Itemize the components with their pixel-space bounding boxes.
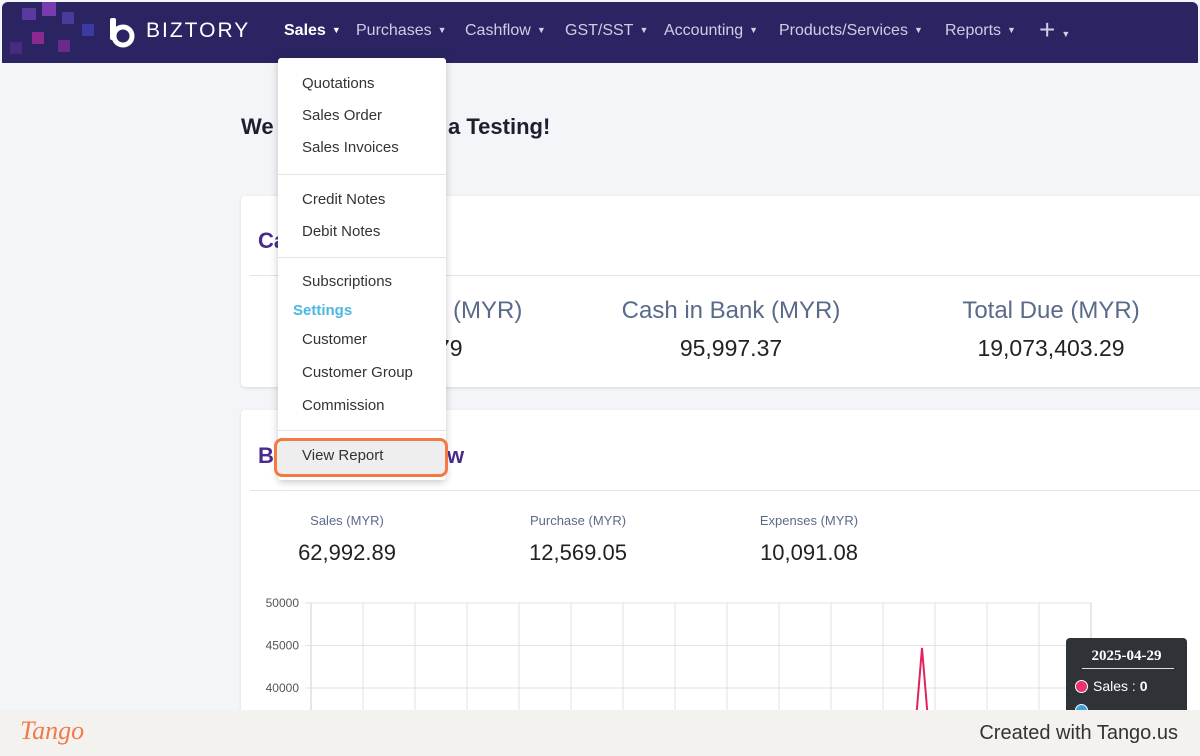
caret: ▼ xyxy=(1007,25,1016,35)
nav-add[interactable]: + ▼ xyxy=(1039,14,1070,46)
menu-item[interactable]: Customer xyxy=(302,331,368,348)
legend-dot xyxy=(1075,680,1088,693)
caret: ▼ xyxy=(749,25,759,35)
separator xyxy=(278,430,446,431)
stat-value: 95,997.37 xyxy=(679,335,783,361)
nav-item[interactable]: Accounting ▼ xyxy=(664,22,758,40)
nav-item[interactable]: GST/SST ▼ xyxy=(565,22,648,40)
welcome-start: We xyxy=(241,114,274,139)
caret: ▼ xyxy=(536,25,546,35)
nav-label: Reports xyxy=(945,22,1002,39)
separator xyxy=(278,257,446,258)
stat-label: Total Due (MYR) xyxy=(962,297,1140,324)
nav-item[interactable]: Cashflow ▼ xyxy=(465,22,546,40)
sales-dropdown: Settings View Report Quotations Sales Ord… xyxy=(274,58,448,480)
footer-logo: Tango xyxy=(20,716,85,745)
y-tick-label: 45000 xyxy=(266,639,300,653)
caret: ▼ xyxy=(639,25,649,35)
menu-item[interactable]: Debit Notes xyxy=(302,223,381,240)
nav-item[interactable]: Reports ▼ xyxy=(945,22,1016,40)
stat-label: Sales (MYR) xyxy=(310,513,384,528)
nav-label: GST/SST xyxy=(565,22,634,39)
menu-item[interactable]: Quotations xyxy=(302,75,375,92)
menu-item[interactable]: Commission xyxy=(302,397,385,414)
menu-item[interactable]: Sales Invoices xyxy=(302,139,399,156)
divider xyxy=(250,490,1200,491)
footer: Tango Created with Tango.us xyxy=(0,710,1200,756)
nav-label: Sales xyxy=(284,22,326,39)
welcome-end: a Testing! xyxy=(448,114,551,139)
stat-label: Expenses (MYR) xyxy=(759,513,859,528)
tooltip-label: Sales : xyxy=(1093,678,1140,694)
menu-item[interactable]: Sales Order xyxy=(302,107,383,124)
nav-pattern xyxy=(10,2,94,54)
caret: ▼ xyxy=(331,25,341,35)
menu-item[interactable]: Customer Group xyxy=(302,364,413,381)
tooltip-value: 0 xyxy=(1139,678,1148,694)
y-tick-label: 50000 xyxy=(266,596,300,610)
nav-label: Cashflow xyxy=(465,22,531,39)
stat-value: 62,992.89 xyxy=(298,540,396,565)
tooltip-divider xyxy=(1082,668,1174,669)
caret: ▼ xyxy=(1061,29,1071,39)
menu-item[interactable]: Subscriptions xyxy=(302,273,393,290)
nav-item[interactable]: Purchases ▼ xyxy=(356,22,447,40)
stat-label: Purchase (MYR) xyxy=(529,513,627,528)
nav-label: Accounting xyxy=(664,22,744,39)
sales-line-spike xyxy=(915,647,929,710)
divider xyxy=(250,275,1200,276)
stat-value: 19,073,403.29 xyxy=(977,335,1125,361)
tooltip-date: 2025-04-29 xyxy=(1091,648,1162,664)
nav-item[interactable]: Sales ▼ xyxy=(284,22,341,40)
nav-add-icon: + xyxy=(1039,14,1056,45)
stat-label: (MYR) xyxy=(453,297,523,324)
nav-item[interactable]: Products/Services ▼ xyxy=(779,22,923,40)
plot-area xyxy=(310,602,1092,710)
brand-name: BIZTORY xyxy=(146,19,251,42)
menu-item[interactable]: Credit Notes xyxy=(302,191,386,208)
card-title: w xyxy=(447,443,465,468)
card-title: B xyxy=(258,443,274,468)
separator xyxy=(278,174,446,175)
chart: 50000 45000 40000 xyxy=(266,596,1092,710)
chart-tooltip: 2025-04-29 Sales : 0 xyxy=(1066,638,1187,718)
caret: ▼ xyxy=(913,25,923,35)
footer-credit: Created with Tango.us xyxy=(979,722,1178,744)
caret: ▼ xyxy=(437,25,447,35)
tooltip-row: Sales : 0 xyxy=(1093,678,1148,694)
y-tick-label: 40000 xyxy=(266,681,300,695)
highlight-box[interactable] xyxy=(274,438,448,477)
menu-item[interactable]: View Report xyxy=(302,447,384,464)
section-heading: Settings xyxy=(293,302,353,319)
stat-value: 10,091.08 xyxy=(760,540,858,565)
stat-label: Cash in Bank (MYR) xyxy=(621,297,841,324)
navbar: BIZTORY Sales ▼ Purchases ▼ Cashflow ▼ GST/SST… xyxy=(2,2,1198,63)
nav-label: Purchases xyxy=(356,22,432,39)
brand-logo xyxy=(110,18,135,48)
stat-value: 12,569.05 xyxy=(529,540,627,565)
nav-label: Products/Services xyxy=(779,22,908,39)
